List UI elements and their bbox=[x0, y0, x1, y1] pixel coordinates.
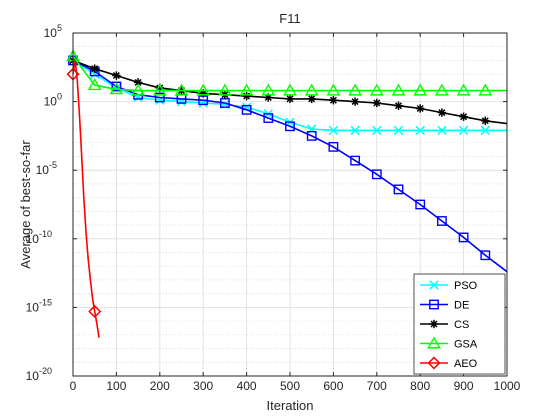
y-tick-label: 10-15 bbox=[26, 297, 52, 314]
x-tick-label: 1000 bbox=[494, 379, 521, 393]
series-point-pso bbox=[328, 125, 339, 136]
x-tick-label: 100 bbox=[106, 379, 126, 393]
series-gsa bbox=[66, 49, 507, 96]
series-point-pso bbox=[241, 102, 252, 112]
legend-label-aeo: AEO bbox=[454, 358, 478, 370]
series-point-gsa bbox=[87, 78, 102, 91]
series-point-gsa bbox=[239, 83, 254, 96]
series-point-gsa bbox=[391, 83, 406, 96]
legend-entry-aeo: AEO bbox=[420, 356, 478, 370]
x-tick-label: 500 bbox=[280, 379, 300, 393]
series-point-de bbox=[458, 232, 469, 243]
y-tick-label: 10-5 bbox=[36, 160, 57, 177]
y-axis-label: Average of best-so-far bbox=[18, 140, 33, 269]
series-line-gsa bbox=[72, 55, 507, 92]
legend-label-gsa: GSA bbox=[454, 339, 478, 351]
legend-entry-pso: PSO bbox=[420, 280, 478, 292]
x-tick-label: 900 bbox=[454, 379, 474, 393]
series-point-gsa bbox=[152, 83, 167, 96]
series-point-de bbox=[393, 184, 404, 195]
chart-title: F11 bbox=[279, 11, 300, 26]
x-tick-label: 200 bbox=[150, 379, 170, 393]
series-point-cs bbox=[329, 96, 338, 105]
series-point-gsa bbox=[218, 83, 232, 96]
series-point-gsa bbox=[196, 83, 211, 96]
y-tick-label: 100 bbox=[44, 92, 62, 109]
series-point-cs bbox=[416, 104, 425, 113]
legend-label-cs: CS bbox=[454, 319, 469, 331]
series-point-gsa bbox=[131, 83, 145, 96]
series-point-pso bbox=[393, 125, 404, 136]
series-point-de bbox=[306, 130, 317, 141]
series-point-gsa bbox=[261, 83, 276, 96]
series-line-de bbox=[72, 59, 508, 273]
series-layer bbox=[66, 49, 508, 338]
series-point-de bbox=[415, 199, 426, 210]
series-point-de bbox=[437, 216, 447, 226]
series-point-cs bbox=[285, 94, 295, 104]
series-point-de bbox=[371, 169, 382, 180]
legend-entry-de: DE bbox=[420, 300, 469, 312]
series-point-pso bbox=[372, 125, 382, 136]
series-point-cs bbox=[437, 108, 447, 117]
series-point-gsa bbox=[109, 82, 124, 95]
series-point-cs bbox=[307, 94, 316, 104]
legend-marker-cs bbox=[429, 319, 439, 329]
series-point-gsa bbox=[478, 83, 493, 96]
series-point-gsa bbox=[369, 83, 384, 96]
x-tick-label: 0 bbox=[70, 379, 77, 393]
legend-marker-gsa bbox=[427, 336, 441, 349]
plot-area: 0 100 200 300 400 500 600 700 800 900 1000 105 100 10… bbox=[26, 23, 521, 393]
y-tick-label: 105 bbox=[44, 23, 62, 40]
series-point-cs bbox=[90, 64, 99, 73]
x-tick-label: 600 bbox=[323, 379, 343, 393]
series-point-cs bbox=[372, 98, 381, 108]
legend-label-de: DE bbox=[454, 300, 469, 312]
legend-label-pso: PSO bbox=[454, 280, 478, 292]
series-point-gsa bbox=[413, 83, 428, 96]
y-tick-label: 10-10 bbox=[26, 229, 52, 246]
series-point-cs bbox=[394, 101, 403, 110]
x-tick-label: 300 bbox=[193, 379, 213, 393]
series-point-gsa bbox=[456, 83, 471, 96]
series-point-cs bbox=[459, 112, 468, 121]
x-tick-label: 700 bbox=[367, 379, 387, 393]
series-point-cs bbox=[242, 91, 251, 101]
x-axis-label: Iteration bbox=[267, 398, 314, 413]
series-point-de bbox=[154, 92, 165, 103]
series-point-gsa bbox=[283, 83, 297, 96]
series-point-de bbox=[263, 113, 274, 123]
series-point-pso bbox=[350, 125, 360, 136]
series-point-gsa bbox=[435, 83, 449, 96]
series-point-de bbox=[285, 121, 295, 132]
legend-marker-aeo bbox=[427, 356, 441, 370]
series-point-pso bbox=[415, 125, 425, 136]
series-point-gsa bbox=[326, 83, 341, 96]
legend-entry-cs: CS bbox=[420, 319, 469, 331]
series-point-de bbox=[480, 250, 491, 261]
series-point-gsa bbox=[174, 83, 189, 96]
series-line-aeo bbox=[72, 60, 100, 338]
series-point-pso bbox=[458, 125, 469, 136]
series-point-gsa bbox=[304, 83, 319, 96]
series-point-de bbox=[241, 104, 252, 115]
series-point-cs bbox=[112, 71, 121, 80]
series-point-de bbox=[328, 141, 339, 152]
series-point-pso bbox=[437, 125, 447, 136]
series-point-gsa bbox=[348, 83, 362, 96]
legend-marker-de bbox=[429, 299, 439, 310]
legend-entry-gsa: GSA bbox=[420, 336, 478, 351]
series-point-de bbox=[350, 155, 360, 166]
x-tick-label: 800 bbox=[410, 379, 430, 393]
y-tick-label: 10-20 bbox=[26, 366, 52, 383]
x-tick-label: 400 bbox=[237, 379, 257, 393]
series-point-aeo bbox=[88, 304, 102, 319]
series-point-cs bbox=[481, 116, 490, 126]
ticks-layer: 0 100 200 300 400 500 600 700 800 900 1000 105 100 10… bbox=[26, 23, 521, 393]
legend: PSO DE CS GSA AEO bbox=[413, 273, 506, 375]
series-point-pso bbox=[480, 125, 491, 136]
legend-marker-pso bbox=[429, 280, 439, 290]
series-point-cs bbox=[350, 97, 360, 106]
